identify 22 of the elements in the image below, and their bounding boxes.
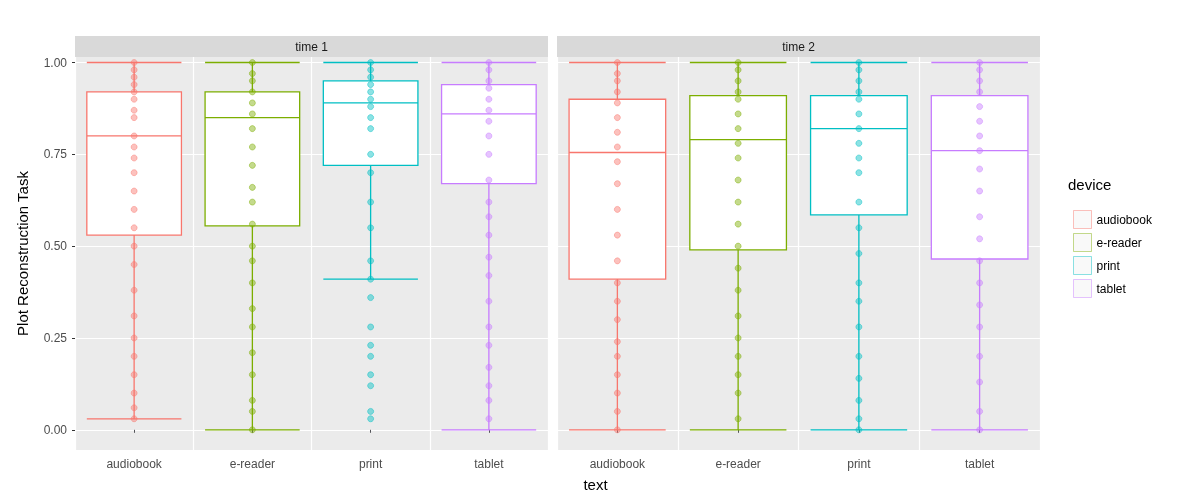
chart-title: time 1 xyxy=(295,40,329,54)
y-tick-label: 0.00 xyxy=(43,422,68,437)
x-tick-label: audiobook xyxy=(106,457,163,471)
legend-label: e-reader xyxy=(1096,235,1142,250)
chart-title: time 2 xyxy=(782,40,816,54)
y-axis-title: Plot Reconstruction Task xyxy=(14,170,31,336)
x-tick-label: e-reader xyxy=(229,457,276,471)
x-tick-label: e-reader xyxy=(715,457,761,471)
x-tick-label: print xyxy=(358,457,383,471)
y-tick-label: 0.50 xyxy=(43,239,68,254)
x-tick-label: audiobook xyxy=(589,457,647,471)
legend-label: audiobook xyxy=(1096,212,1153,227)
legend-label: tablet xyxy=(1096,281,1127,296)
legend-title: device xyxy=(1068,176,1112,193)
legend-label: print xyxy=(1096,258,1121,273)
y-tick-label: 0.75 xyxy=(43,147,68,162)
y-tick-label: 1.00 xyxy=(43,55,68,70)
x-tick-label: print xyxy=(847,457,872,471)
x-axis-title: text xyxy=(582,476,609,493)
x-tick-label: tablet xyxy=(964,457,995,471)
x-tick-label: tablet xyxy=(474,457,505,471)
y-tick-label: 0.25 xyxy=(43,330,68,345)
